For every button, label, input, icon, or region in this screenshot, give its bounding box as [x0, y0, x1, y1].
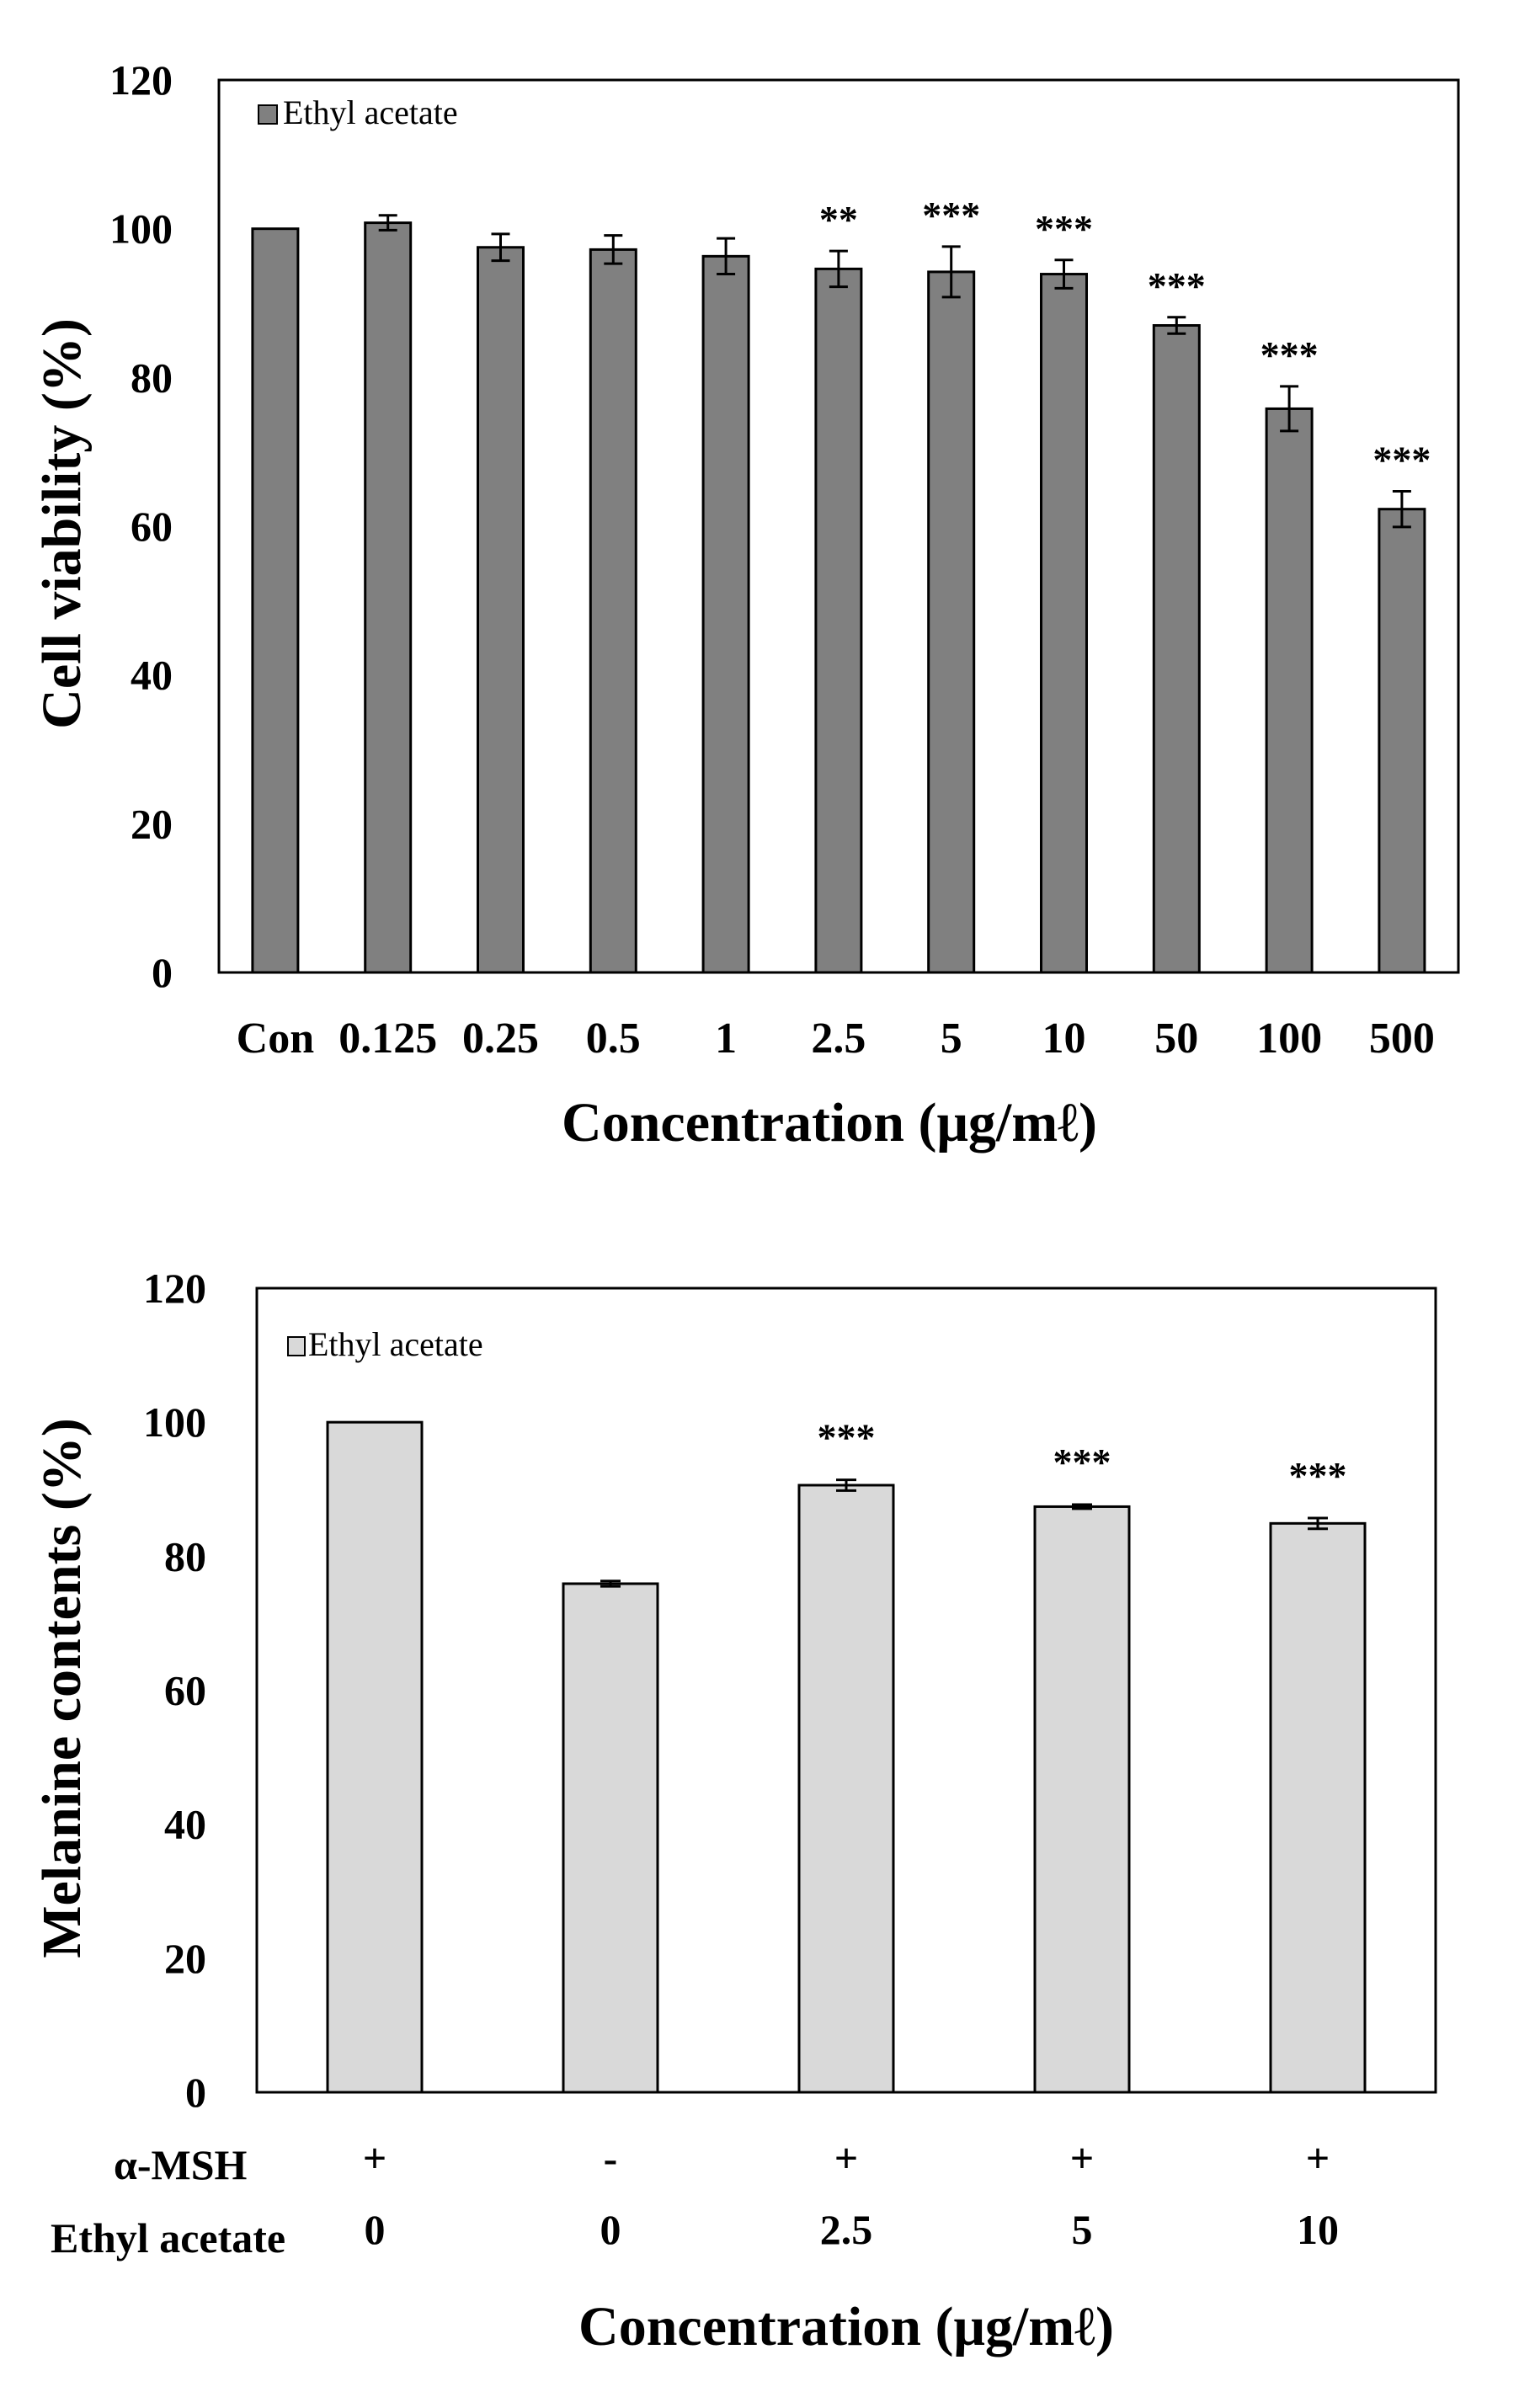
- y-tick-label: 80: [164, 1532, 206, 1580]
- y-tick-label: 40: [164, 1801, 206, 1848]
- x-tick-label: Con: [237, 1015, 315, 1063]
- bar: [927, 270, 976, 974]
- bar: [562, 1582, 659, 2094]
- legend-label: Ethyl acetate: [308, 1325, 483, 1363]
- y-tick-label: 120: [109, 56, 173, 104]
- y-tick-label: 20: [164, 1935, 206, 1982]
- y-tick-label: 120: [143, 1265, 206, 1312]
- bar: [1269, 1521, 1367, 2094]
- bar: [1040, 273, 1088, 974]
- bar: [797, 1484, 895, 2094]
- significance-marker: ***: [1148, 264, 1206, 307]
- significance-marker: **: [819, 198, 858, 241]
- msh-row-value: +: [834, 2134, 859, 2182]
- y-tick-label: 60: [164, 1667, 206, 1714]
- legend: Ethyl acetate: [287, 1325, 483, 1363]
- bar: [814, 267, 863, 974]
- y-axis-label: Cell viability (%): [31, 318, 93, 729]
- ethyl-acetate-row-value: 10: [1297, 2206, 1339, 2253]
- y-tick-label: 60: [131, 503, 173, 550]
- y-tick-label: 80: [131, 354, 173, 401]
- bar: [364, 221, 413, 974]
- y-tick-label: 0: [152, 949, 173, 996]
- x-tick-label: 0.125: [338, 1015, 437, 1063]
- significance-marker: ***: [1372, 438, 1431, 481]
- x-tick-label: 0.5: [586, 1015, 641, 1063]
- y-tick-label: 40: [131, 652, 173, 699]
- bar: [1265, 407, 1314, 974]
- y-tick-label: 100: [143, 1398, 206, 1446]
- significance-marker: ***: [922, 194, 980, 237]
- msh-row-value: +: [363, 2134, 387, 2182]
- bar: [1378, 508, 1426, 974]
- significance-marker: ***: [1035, 207, 1093, 250]
- x-tick-label: 500: [1369, 1015, 1435, 1063]
- x-tick-label: 2.5: [811, 1015, 866, 1063]
- legend-label: Ethyl acetate: [283, 93, 458, 131]
- row-label-ethyl-acetate: Ethyl acetate: [51, 2214, 285, 2261]
- x-tick-label: 1: [715, 1015, 737, 1063]
- bar: [326, 1420, 424, 2094]
- y-axis-label: Melanine contents (%): [31, 1418, 93, 1958]
- bar: [1033, 1505, 1131, 2094]
- y-tick-label: 20: [131, 800, 173, 847]
- bar: [701, 254, 750, 974]
- x-tick-label: 50: [1154, 1015, 1198, 1063]
- ethyl-acetate-row-value: 0: [600, 2206, 621, 2253]
- x-tick-label: 5: [941, 1015, 962, 1063]
- ethyl-acetate-row-value: 0: [365, 2206, 386, 2253]
- legend-swatch: [258, 104, 278, 125]
- bar: [251, 227, 300, 974]
- x-tick-label: 10: [1042, 1015, 1086, 1063]
- bar: [1152, 324, 1201, 974]
- significance-marker: ***: [818, 1416, 876, 1459]
- msh-row-value: +: [1306, 2134, 1330, 2182]
- x-axis-label: Concentration (μg/mℓ): [578, 2296, 1114, 2357]
- msh-row-value: +: [1070, 2134, 1095, 2182]
- row-label-msh: α-MSH: [114, 2141, 248, 2188]
- significance-marker: ***: [1261, 333, 1319, 376]
- ethyl-acetate-row-value: 5: [1072, 2206, 1093, 2253]
- msh-row-value: -: [604, 2134, 618, 2182]
- significance-marker: ***: [1289, 1454, 1347, 1497]
- legend-swatch: [287, 1336, 306, 1356]
- x-axis-label: Concentration (μg/mℓ): [562, 1092, 1097, 1153]
- bar: [589, 248, 637, 974]
- y-tick-label: 100: [109, 205, 173, 253]
- y-tick-label: 0: [185, 2069, 206, 2116]
- ethyl-acetate-row-value: 2.5: [820, 2206, 873, 2253]
- legend: Ethyl acetate: [258, 93, 458, 131]
- significance-marker: ***: [1053, 1441, 1111, 1484]
- x-tick-label: 100: [1256, 1015, 1322, 1063]
- bar: [477, 246, 525, 974]
- x-tick-label: 0.25: [462, 1015, 539, 1063]
